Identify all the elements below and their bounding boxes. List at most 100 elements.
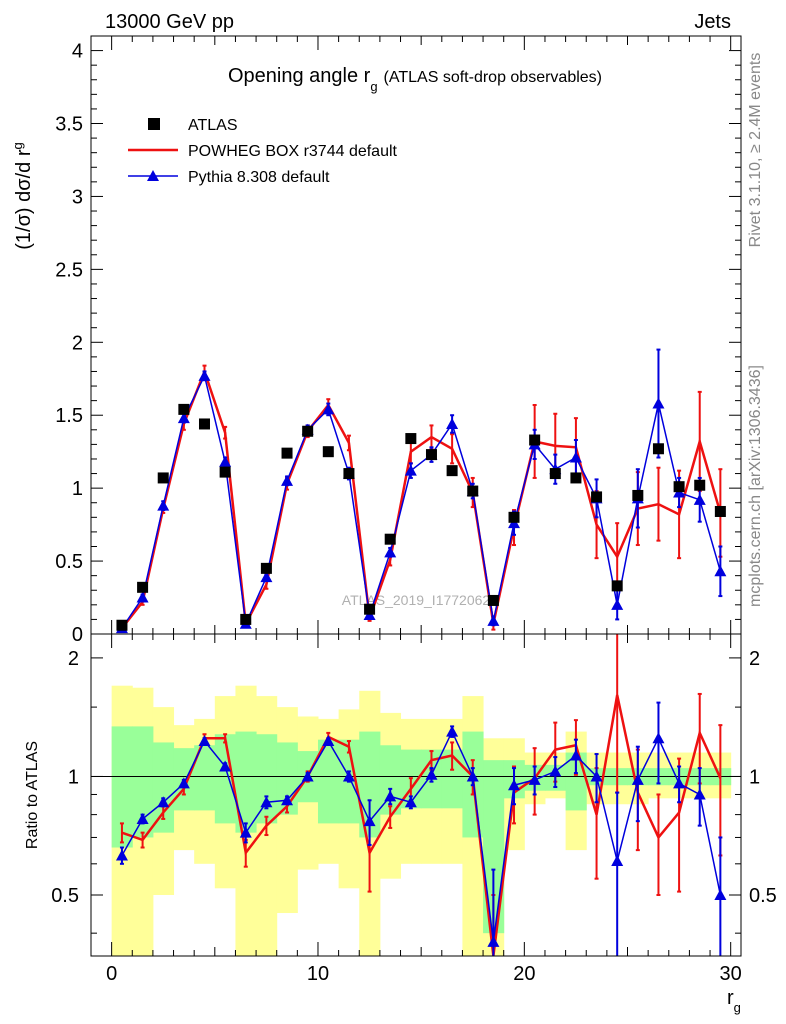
x-axis-label: rg bbox=[727, 987, 741, 1015]
data-point bbox=[157, 472, 169, 484]
data-point bbox=[591, 491, 603, 503]
series-line bbox=[121, 373, 722, 629]
data-point bbox=[322, 446, 334, 458]
x-tick-label: 30 bbox=[720, 963, 742, 985]
data-point bbox=[714, 565, 727, 577]
ratio-y-tick-label: 2 bbox=[68, 648, 79, 670]
legend-label: ATLAS bbox=[188, 117, 238, 134]
uncertainty-band-green bbox=[256, 734, 278, 824]
uncertainty-band-green bbox=[214, 734, 236, 824]
data-point bbox=[384, 546, 397, 558]
ratio-data-point bbox=[281, 794, 294, 806]
data-point bbox=[529, 434, 541, 446]
header-right: Jets bbox=[694, 11, 731, 33]
data-point bbox=[652, 443, 664, 455]
data-point bbox=[652, 397, 665, 409]
ratio-data-point bbox=[508, 779, 521, 791]
ratio-y-tick-label: 1 bbox=[68, 766, 79, 788]
ratio-data-point bbox=[590, 770, 603, 782]
x-tick-label: 0 bbox=[106, 963, 117, 985]
y-axis-label: (1/σ) dσ/d rg bbox=[10, 142, 35, 250]
ratio-data-point bbox=[693, 788, 706, 800]
data-point bbox=[260, 571, 273, 583]
y-tick-label: 0.5 bbox=[55, 551, 83, 573]
data-point bbox=[611, 598, 624, 610]
data-point bbox=[157, 499, 170, 511]
data-point bbox=[116, 619, 128, 631]
mcplots-label: mcplots.cern.ch [arXiv:1306.3436] bbox=[747, 365, 764, 607]
data-point bbox=[694, 479, 706, 491]
data-point bbox=[240, 613, 252, 625]
data-point bbox=[364, 603, 376, 615]
ratio-y-tick-label-right: 1 bbox=[749, 766, 760, 788]
data-point bbox=[322, 403, 335, 415]
data-point bbox=[178, 403, 190, 415]
data-point bbox=[137, 581, 149, 593]
data-point bbox=[281, 447, 293, 459]
uncertainty-band-green bbox=[132, 726, 154, 838]
y-tick-label: 3 bbox=[72, 186, 83, 208]
ratio-data-point bbox=[198, 735, 211, 747]
data-point bbox=[404, 464, 417, 476]
ratio-data-point bbox=[115, 849, 128, 861]
data-point bbox=[219, 455, 232, 467]
ratio-y-tick-label-right: 2 bbox=[749, 648, 760, 670]
ratio-data-point bbox=[487, 935, 500, 947]
uncertainty-band-green bbox=[441, 749, 463, 809]
legend-marker-atlas bbox=[148, 118, 160, 130]
ratio-data-point bbox=[342, 770, 355, 782]
data-point bbox=[632, 489, 644, 501]
ratio-data-point bbox=[528, 773, 541, 785]
y-tick-label: 1 bbox=[72, 478, 83, 500]
data-point bbox=[136, 591, 149, 603]
data-point bbox=[487, 594, 499, 606]
y-tick-label: 2.5 bbox=[55, 259, 83, 281]
main-panel: ATLAS_2019_I1772062 0 0.5 1 1.5 2 2.5 3 3.5 4 Op… bbox=[10, 35, 742, 646]
data-point bbox=[446, 465, 458, 477]
data-point bbox=[405, 433, 417, 445]
legend-marker-pythia-triangle bbox=[147, 170, 159, 181]
ratio-y-axis-label: Ratio to ATLAS bbox=[24, 741, 41, 849]
data-point bbox=[343, 468, 355, 480]
ratio-data-point bbox=[219, 760, 232, 772]
data-point bbox=[673, 481, 685, 493]
ratio-data-point bbox=[260, 796, 273, 808]
ratio-data-point bbox=[549, 765, 562, 777]
ratio-data-point bbox=[569, 749, 582, 761]
data-point bbox=[260, 562, 272, 574]
legend: ATLAS POWHEG BOX r3744 default Pythia 8.30… bbox=[128, 117, 398, 186]
data-point bbox=[219, 466, 231, 478]
y-tick-label: 4 bbox=[72, 41, 83, 63]
rivet-version-label: Rivet 3.1.10, ≥ 2.4M events bbox=[747, 53, 764, 248]
ratio-data-point bbox=[136, 812, 149, 824]
uncertainty-band-green bbox=[317, 739, 340, 824]
x-tick-label: 10 bbox=[307, 963, 329, 985]
y-tick-label: 0 bbox=[72, 624, 83, 646]
uncertainty-band-green bbox=[194, 745, 216, 811]
ratio-data-point bbox=[673, 777, 686, 789]
x-tick-label: 20 bbox=[513, 963, 535, 985]
ratio-data-point bbox=[177, 777, 190, 789]
ratio-data-point bbox=[301, 770, 314, 782]
ratio-panel-frame bbox=[90, 633, 742, 957]
uncertainty-band-green bbox=[111, 726, 133, 848]
legend-label: POWHEG BOX r3744 default bbox=[188, 143, 398, 160]
ratio-data-point bbox=[611, 854, 624, 866]
ratio-y-tick-label: 0.5 bbox=[51, 885, 79, 907]
powheg-series bbox=[119, 364, 723, 631]
analysis-watermark: ATLAS_2019_I1772062 bbox=[342, 592, 491, 608]
data-point bbox=[549, 468, 561, 480]
y-tick-label: 1.5 bbox=[55, 405, 83, 427]
data-point bbox=[198, 418, 210, 430]
ratio-data-point bbox=[631, 773, 644, 785]
plot-title: Opening angle rg(ATLAS soft-drop observa… bbox=[228, 65, 602, 94]
ratio-data-point bbox=[446, 725, 459, 737]
svg-text:(1/σ) dσ/d rg: (1/σ) dσ/d rg bbox=[10, 142, 35, 250]
atlas-series bbox=[116, 403, 726, 631]
ratio-data-point bbox=[714, 888, 727, 900]
data-point bbox=[425, 449, 437, 461]
data-point bbox=[384, 533, 396, 545]
uncertainty-band-green bbox=[152, 742, 175, 833]
data-point bbox=[693, 493, 706, 505]
